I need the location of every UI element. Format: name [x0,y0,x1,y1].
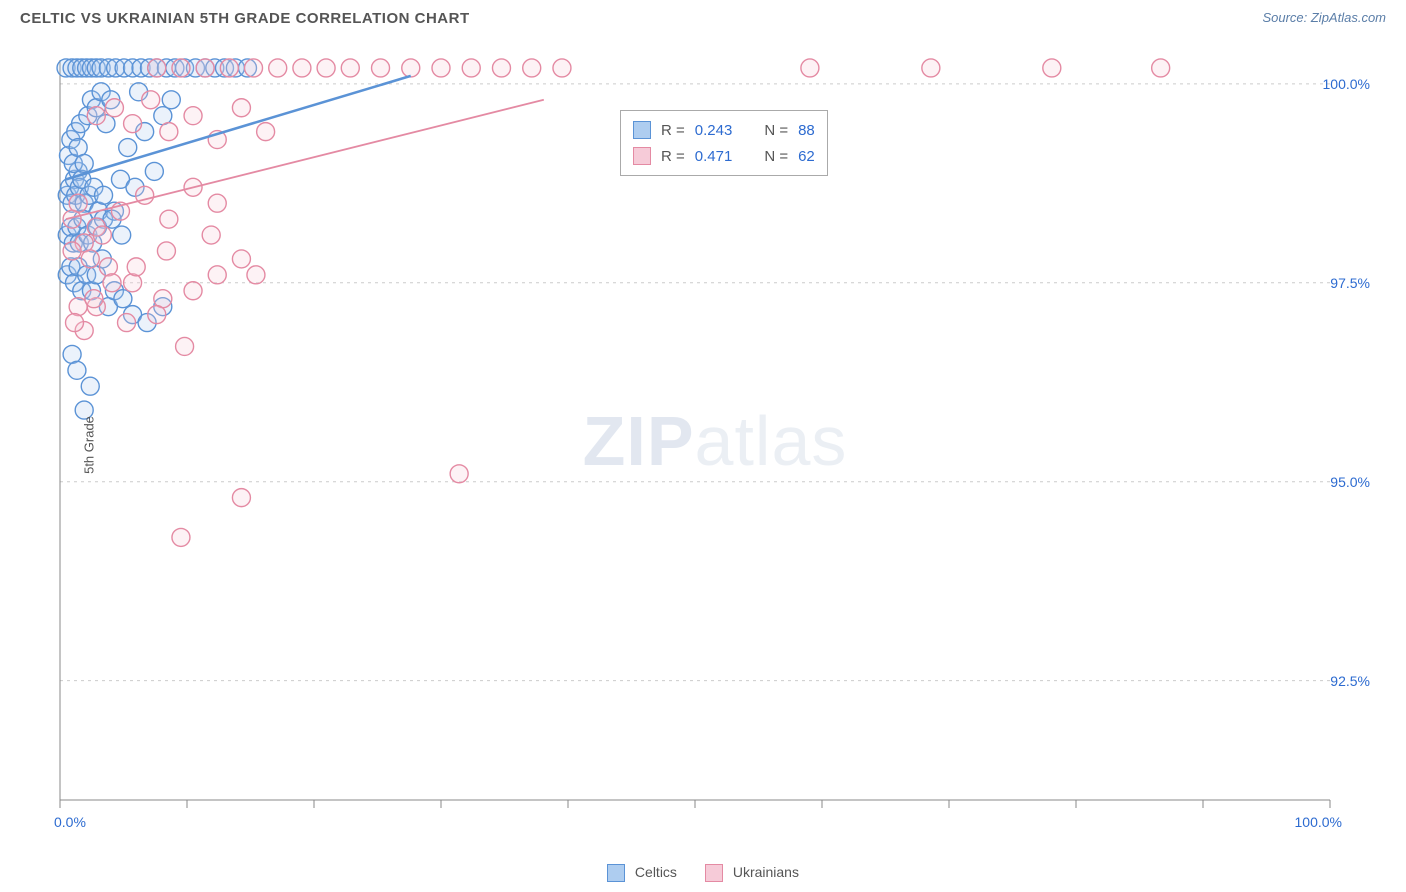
legend-label-ukrainians: Ukrainians [733,864,799,880]
x-axis-max-label: 100.0% [1295,814,1342,830]
legend-swatch [633,147,651,165]
r-value: 0.243 [695,122,733,139]
stats-legend-row: R = 0.243 N = 88 [633,117,815,143]
n-label: N = [764,148,788,165]
footer-legend: Celtics Ukrainians [0,864,1406,882]
source-label: Source: ZipAtlas.com [1262,10,1386,25]
y-tick-label: 95.0% [1330,474,1370,490]
y-axis-label: 5th Grade [81,416,96,474]
legend-swatch-ukrainians [705,864,723,882]
n-label: N = [764,122,788,139]
y-tick-label: 100.0% [1323,76,1370,92]
legend-item-celtics: Celtics [607,864,677,882]
n-value: 62 [798,148,815,165]
legend-swatch-celtics [607,864,625,882]
n-value: 88 [798,122,815,139]
legend-item-ukrainians: Ukrainians [705,864,799,882]
legend-swatch [633,121,651,139]
r-value: 0.471 [695,148,733,165]
y-tick-label: 92.5% [1330,673,1370,689]
r-label: R = [661,122,685,139]
chart-area: 5th Grade ZIPatlas R =0.243N =88R =0.471… [50,50,1380,840]
legend-label-celtics: Celtics [635,864,677,880]
stats-legend-row: R = 0.471 N = 62 [633,143,815,169]
y-tick-label: 97.5% [1330,275,1370,291]
x-axis-min-label: 0.0% [54,814,86,830]
stats-legend-box: R = 0.243 N = 88 R = 0.471 N = 62 [620,110,828,176]
r-label: R = [661,148,685,165]
chart-title: CELTIC VS UKRAINIAN 5TH GRADE CORRELATIO… [20,10,470,27]
